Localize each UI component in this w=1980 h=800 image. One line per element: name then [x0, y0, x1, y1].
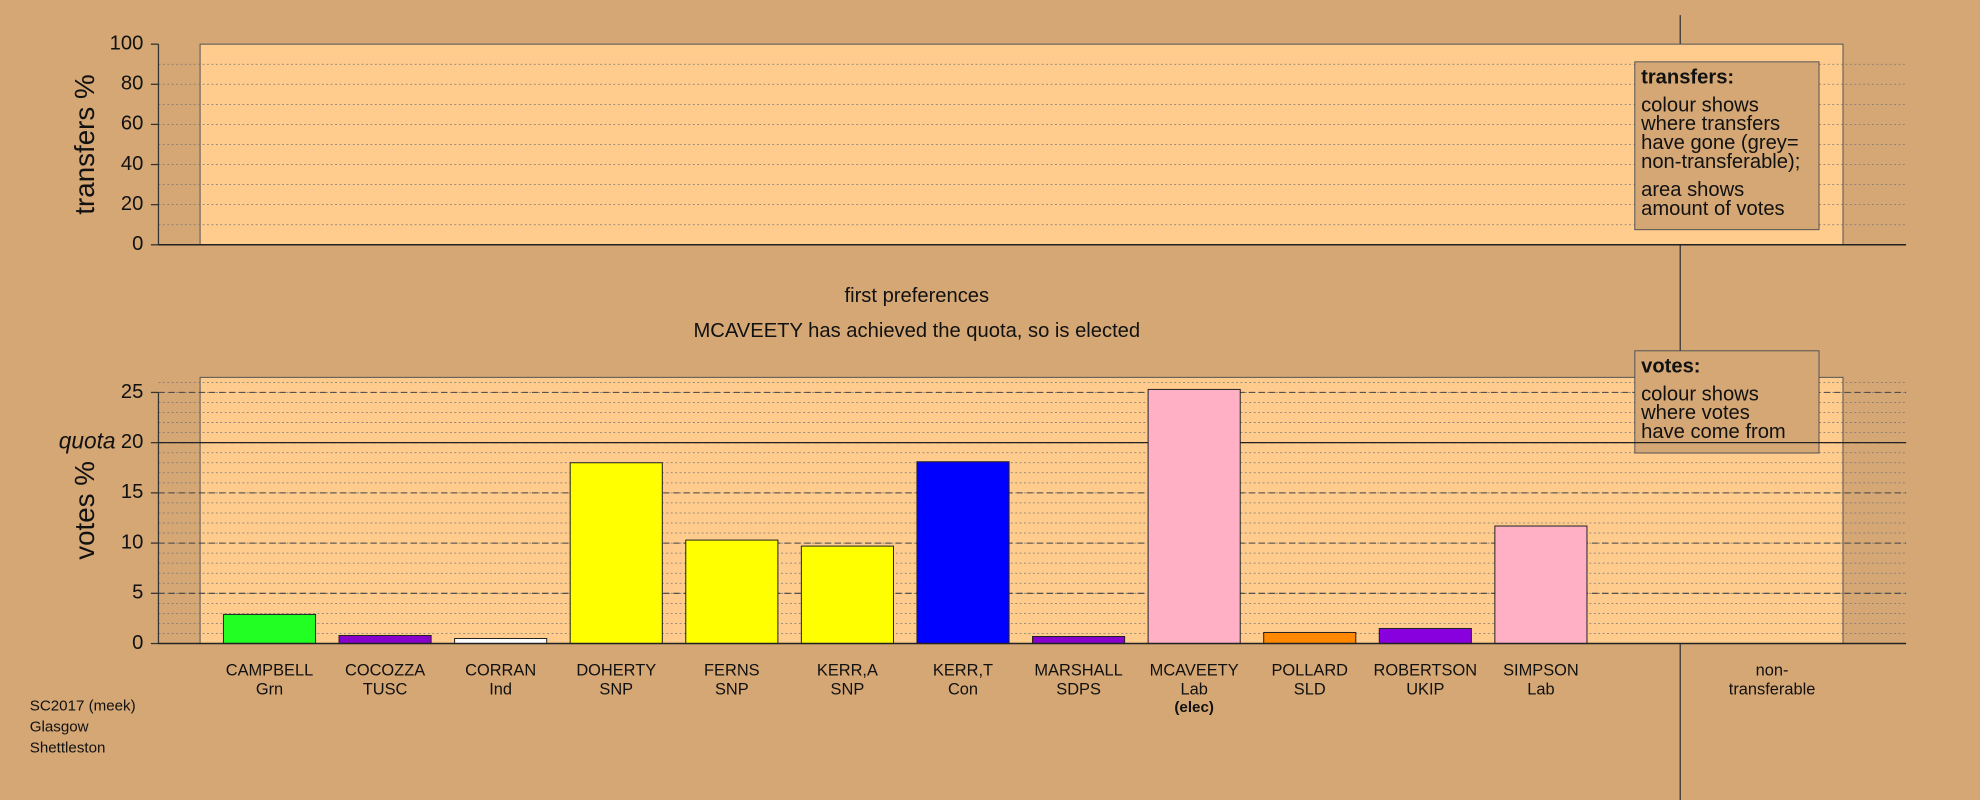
party-label: UKIP [1406, 681, 1444, 699]
legend-text: area shows [1641, 179, 1744, 201]
y-tick-label: 25 [121, 381, 143, 403]
elected-note: (elec) [1174, 699, 1214, 716]
party-label: Lab [1527, 681, 1554, 699]
bar [1263, 631, 1357, 645]
legend-box [1634, 61, 1820, 231]
y-tick-label: 10 [121, 531, 143, 553]
legend-text: colour shows [1641, 94, 1759, 116]
y-tick-label: 80 [121, 73, 143, 95]
bar [1147, 388, 1241, 645]
x-tick-label: MARSHALL [1034, 662, 1122, 680]
footer-text: SC2017 (meek) [30, 698, 136, 715]
footer-text: Glasgow [30, 718, 89, 735]
party-label: SNP [831, 681, 865, 699]
x-tick-label: CORRAN [465, 662, 536, 680]
y-tick-label: 20 [121, 193, 143, 215]
x-tick-label: transferable [1729, 681, 1816, 699]
y-tick-label: 20 [121, 431, 143, 453]
party-label: SLD [1294, 681, 1326, 699]
legend-title: votes: [1641, 356, 1700, 378]
y-tick-label: 0 [132, 233, 143, 255]
legend-text: amount of votes [1641, 198, 1785, 220]
x-tick-label: KERR,A [817, 662, 878, 680]
y-axis-label: votes % [69, 461, 100, 560]
bar [685, 539, 779, 645]
legend-text: where votes [1640, 402, 1750, 424]
legend-box [1634, 350, 1820, 454]
y-axis-label: transfers % [69, 74, 100, 214]
legend-text: where transfers [1640, 113, 1780, 135]
party-label: Grn [256, 681, 283, 699]
bar [569, 462, 663, 645]
y-tick-label: 0 [132, 632, 143, 654]
bar [1378, 627, 1472, 645]
y-tick-label: 40 [121, 153, 143, 175]
x-tick-label: CAMPBELL [226, 662, 313, 680]
x-tick-label: FERNS [704, 662, 760, 680]
party-label: Ind [489, 681, 512, 699]
party-label: TUSC [363, 681, 408, 699]
party-label: Con [948, 681, 978, 699]
chart-subtitle: MCAVEETY has achieved the quota, so is e… [693, 320, 1140, 342]
y-tick-label: 15 [121, 481, 143, 503]
x-tick-label: ROBERTSON [1374, 662, 1478, 680]
legend-text: have gone (grey= [1641, 132, 1799, 154]
x-tick-label: DOHERTY [576, 662, 656, 680]
bar [916, 461, 1010, 645]
legend-text: have come from [1641, 421, 1786, 443]
quota-label: quota [59, 428, 116, 454]
x-tick-label: SIMPSON [1503, 662, 1579, 680]
party-label: SDPS [1056, 681, 1101, 699]
bar [1494, 525, 1588, 645]
footer-text: Shettleston [30, 739, 106, 756]
party-label: SNP [715, 681, 749, 699]
bar [222, 613, 317, 645]
y-tick-label: 100 [110, 32, 144, 54]
party-label: Lab [1180, 681, 1207, 699]
x-tick-label: COCOZZA [345, 662, 425, 680]
x-tick-label: KERR,T [933, 662, 993, 680]
x-tick-label: MCAVEETY [1150, 662, 1239, 680]
chart-title: first preferences [845, 285, 990, 307]
bar [338, 634, 432, 645]
y-tick-label: 60 [121, 113, 143, 135]
bar [1032, 635, 1126, 645]
bar [800, 545, 894, 645]
legend-title: transfers: [1641, 67, 1734, 89]
party-label: SNP [599, 681, 633, 699]
legend-text: non-transferable); [1641, 151, 1800, 173]
y-tick-label: 5 [132, 582, 143, 604]
legend-text: colour shows [1641, 383, 1759, 405]
x-tick-label: non- [1756, 662, 1789, 680]
x-tick-label: POLLARD [1271, 662, 1348, 680]
